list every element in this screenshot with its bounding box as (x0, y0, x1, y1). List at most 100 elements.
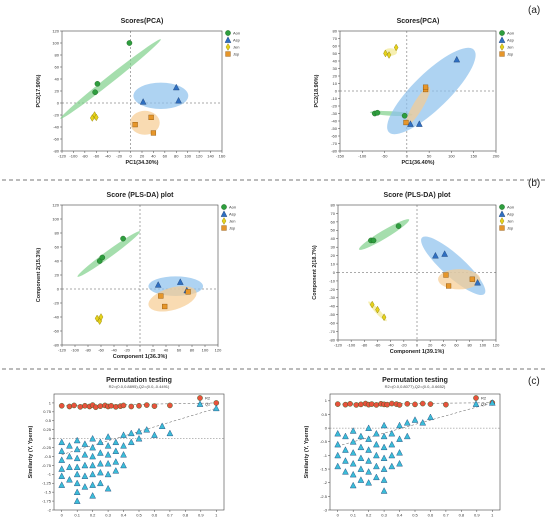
data-point-q2 (365, 468, 372, 475)
legend-label-q2: Q2 (205, 402, 211, 407)
x-tick-label: 40 (164, 348, 169, 353)
data-point-r2 (396, 402, 403, 408)
x-tick-label: 50 (427, 154, 432, 159)
data-point-q2 (365, 446, 372, 453)
chart-5: Permutation testingR2=(0.0,0.8895),Q2=(0… (28, 377, 225, 518)
data-point-r2 (404, 401, 411, 407)
legend-label-jsp: Jsp (507, 52, 514, 57)
data-point-q2 (349, 481, 357, 489)
y-tick-label: -80 (53, 342, 60, 347)
x-tick-label: 0.2 (90, 513, 96, 518)
legend-label-jsp: Jsp (507, 226, 514, 231)
x-tick-label: 1 (215, 513, 218, 518)
x-tick-label: 100 (184, 154, 191, 159)
data-point-q2 (89, 452, 96, 460)
chart-subtitle: R2=(0.0,0.8895),Q2=(0.0,-0.4491) (109, 384, 170, 389)
data-point-jsp (132, 121, 138, 128)
data-point-q2 (135, 434, 143, 442)
x-tick-label: 0.5 (412, 513, 418, 518)
y-tick-label: 0.5 (45, 418, 51, 423)
legend-marker-asp (498, 36, 506, 43)
data-point-q2 (58, 465, 66, 472)
legend-marker-aon (221, 204, 227, 210)
data-point-q2 (89, 492, 96, 499)
y-tick-label: -40 (53, 124, 60, 129)
data-point-q2 (58, 438, 66, 445)
data-point-q2 (73, 497, 81, 504)
data-point-r2 (368, 401, 375, 407)
x-tick-label: 0 (61, 513, 64, 518)
data-point-q2 (73, 436, 81, 444)
data-point-asp (139, 98, 147, 105)
data-point-q2 (349, 470, 357, 478)
data-point-q2 (388, 462, 396, 470)
y-tick-label: -1 (47, 472, 51, 477)
y-tick-label: 20 (55, 88, 60, 93)
chart-title: Permutation testing (382, 377, 448, 384)
regression-line-q2 (337, 402, 493, 447)
y-axis-label: Component 2(18.7%) (312, 245, 318, 300)
data-point-q2 (89, 461, 96, 469)
data-point-q2 (143, 426, 151, 433)
data-point-jsp (422, 84, 429, 90)
data-point-jsp (446, 283, 452, 289)
data-point-q2 (373, 451, 380, 459)
data-point-q2 (334, 429, 342, 437)
legend-marker-jen (225, 43, 231, 51)
x-tick-label: -120 (334, 343, 343, 348)
data-point-q2 (66, 476, 73, 483)
y-tick-label: 20 (331, 253, 336, 258)
data-point-q2 (58, 456, 66, 463)
chart-subtitle: R2=(0.0,0.8077),Q2=(0.0,-0.6652) (385, 384, 446, 389)
data-point-q2 (365, 457, 372, 464)
x-tick-label: 0.7 (443, 513, 449, 518)
panel-label-b: (b) (528, 178, 540, 189)
x-tick-label: 0.8 (459, 513, 465, 518)
data-point-r2 (113, 404, 119, 410)
data-point-jsp (185, 289, 191, 295)
x-tick-label: 120 (493, 343, 500, 348)
data-point-q2 (380, 487, 388, 494)
legend-label-r2: R2 (205, 396, 211, 401)
data-point-r2 (384, 401, 390, 408)
data-point-q2 (349, 449, 357, 456)
data-point-q2 (97, 449, 104, 456)
y-tick-label: 60 (55, 64, 60, 69)
y-tick-label: 1 (325, 398, 328, 403)
data-point-q2 (388, 451, 396, 459)
data-point-jen (370, 300, 375, 309)
confidence-ellipse-asp (133, 82, 189, 110)
legend-marker-jen (499, 43, 505, 51)
y-tick-label: -0.75 (42, 463, 52, 468)
data-point-r2 (92, 404, 99, 411)
x-tick-label: 60 (163, 154, 168, 159)
legend-marker-jsp (499, 51, 505, 57)
data-point-q2 (380, 432, 388, 440)
y-tick-label: -2 (323, 480, 327, 485)
legend-marker-r2 (197, 395, 203, 401)
legend-label-jen: Jen (233, 45, 239, 50)
data-point-q2 (104, 484, 112, 492)
y-tick-label: -50 (329, 312, 336, 317)
panel-label-a: (a) (528, 5, 540, 16)
legend-marker-q2 (196, 400, 204, 407)
y-tick-label: -60 (331, 133, 338, 138)
y-tick-label: 80 (331, 202, 336, 207)
x-tick-label: 120 (215, 348, 222, 353)
x-tick-label: 0.6 (428, 513, 434, 518)
data-point-q2 (373, 429, 380, 437)
confidence-ellipse-aon (77, 231, 141, 277)
y-tick-label: 20 (55, 272, 60, 277)
data-point-q2 (334, 451, 342, 459)
data-point-aon (99, 254, 106, 261)
chart-3: Score (PLS-DA) plot -120 -100 -80 -60 -40 -20 0… (36, 192, 237, 360)
y-tick-label: -40 (53, 314, 60, 319)
data-point-q2 (334, 462, 342, 470)
x-axis-label: PC1(36.40%) (401, 160, 434, 166)
data-point-aon (374, 109, 381, 116)
data-point-aon (120, 235, 126, 242)
data-point-asp (175, 96, 182, 104)
data-point-q2 (120, 461, 127, 469)
legend-marker-jsp (225, 51, 231, 57)
